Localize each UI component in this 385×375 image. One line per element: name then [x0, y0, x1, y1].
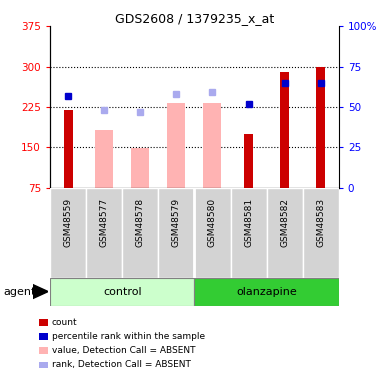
Text: GSM48577: GSM48577 — [100, 198, 109, 248]
Bar — [194, 188, 231, 278]
Bar — [64, 110, 73, 188]
Bar — [158, 188, 194, 278]
Bar — [303, 188, 339, 278]
Text: agent: agent — [4, 286, 36, 297]
Text: GSM48579: GSM48579 — [172, 198, 181, 248]
Bar — [203, 103, 221, 188]
Polygon shape — [33, 285, 48, 298]
Text: value, Detection Call = ABSENT: value, Detection Call = ABSENT — [52, 346, 196, 355]
Bar — [95, 130, 113, 188]
Bar — [194, 278, 339, 306]
Text: GSM48581: GSM48581 — [244, 198, 253, 248]
Bar — [131, 148, 149, 188]
Text: GSM48582: GSM48582 — [280, 198, 289, 247]
Bar — [122, 188, 158, 278]
Bar — [50, 278, 194, 306]
Bar — [231, 188, 266, 278]
Bar — [266, 188, 303, 278]
Text: GSM48580: GSM48580 — [208, 198, 217, 248]
Text: count: count — [52, 318, 78, 327]
Bar — [167, 103, 186, 188]
Bar — [244, 134, 253, 188]
Bar — [316, 67, 325, 188]
Bar — [86, 188, 122, 278]
Text: GSM48559: GSM48559 — [64, 198, 73, 248]
Text: rank, Detection Call = ABSENT: rank, Detection Call = ABSENT — [52, 360, 191, 369]
Text: GSM48583: GSM48583 — [316, 198, 325, 248]
Text: olanzapine: olanzapine — [236, 286, 297, 297]
Bar — [280, 72, 289, 188]
Bar — [50, 188, 86, 278]
Text: GSM48578: GSM48578 — [136, 198, 145, 248]
Title: GDS2608 / 1379235_x_at: GDS2608 / 1379235_x_at — [115, 12, 274, 25]
Text: percentile rank within the sample: percentile rank within the sample — [52, 332, 205, 341]
Text: control: control — [103, 286, 142, 297]
